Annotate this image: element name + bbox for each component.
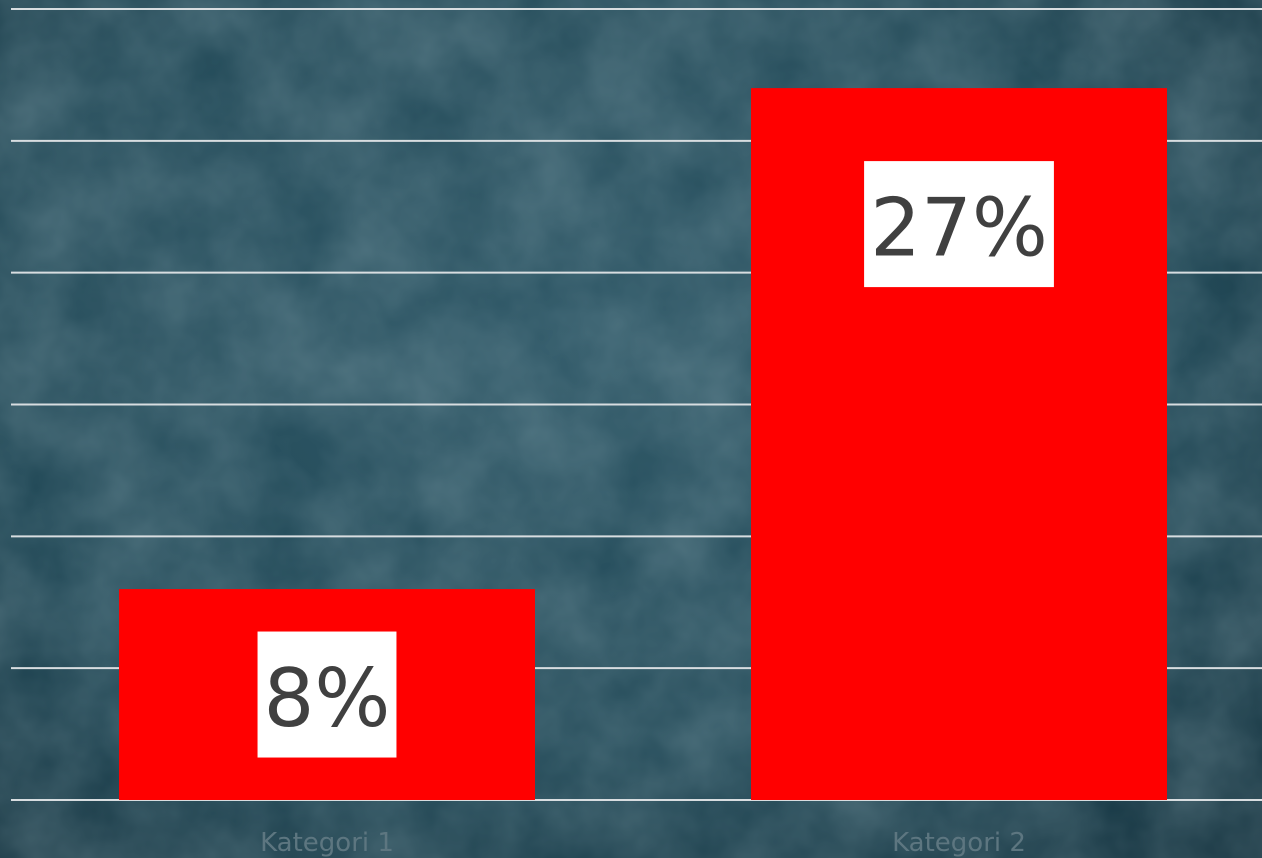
value-label-box (257, 631, 397, 758)
x-tick-label: Kategori 1 (260, 828, 394, 858)
x-tick-label: Kategori 2 (892, 828, 1026, 858)
value-label-box (864, 161, 1054, 288)
value-label: 27% (870, 182, 1048, 275)
value-label: 8% (264, 652, 391, 745)
